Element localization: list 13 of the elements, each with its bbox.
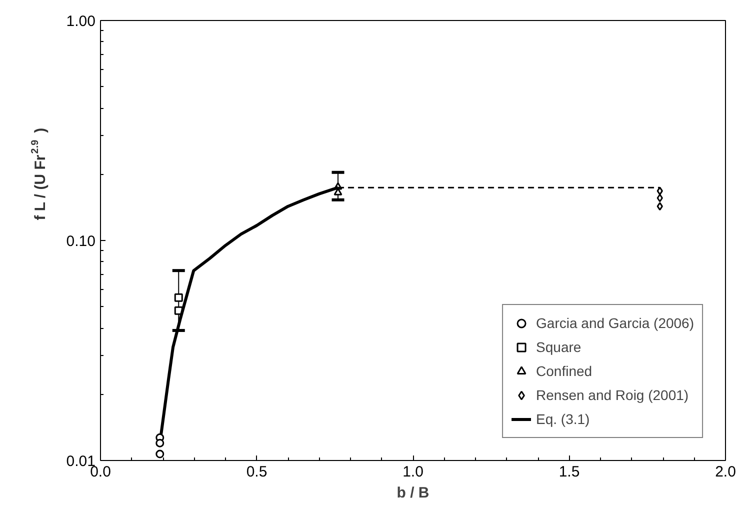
x-tick-label: 2.0 (715, 464, 736, 480)
x-tick-label: 1.0 (402, 464, 424, 480)
legend-label: Garcia and Garcia (2006) (536, 315, 694, 331)
x-axis-title: b / B (396, 484, 430, 502)
legend-label: Confined (536, 363, 592, 379)
legend-label: Eq. (3.1) (536, 411, 590, 427)
y-tick-label: 0.10 (66, 233, 96, 250)
x-tick-label: 1.5 (558, 464, 580, 480)
x-tick-label: 0.5 (246, 464, 268, 480)
y-axis-title: f L / (U Fr2.9) (30, 128, 49, 220)
legend-label: Rensen and Roig (2001) (536, 387, 689, 403)
y-tick-label: 1.00 (66, 13, 96, 30)
legend-label: Square (536, 339, 582, 355)
